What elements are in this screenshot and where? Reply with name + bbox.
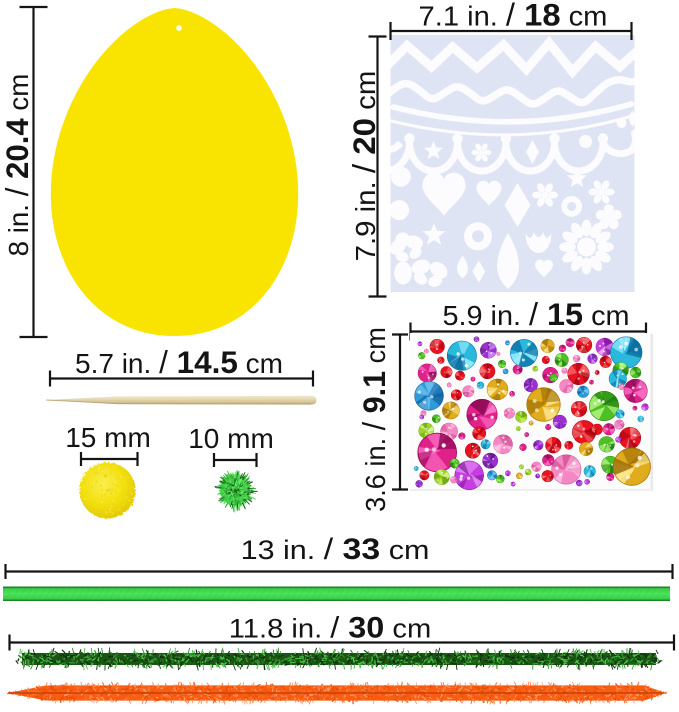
svg-text:7.1 in. / 18 cm: 7.1 in. / 18 cm bbox=[419, 0, 608, 32]
svg-text:7.9 in. / 20 cm: 7.9 in. / 20 cm bbox=[347, 71, 382, 262]
svg-text:8 in. / 20.4 cm: 8 in. / 20.4 cm bbox=[0, 74, 35, 257]
svg-text:15 mm: 15 mm bbox=[65, 422, 151, 453]
svg-text:5.9 in. / 15 cm: 5.9 in. / 15 cm bbox=[442, 296, 629, 331]
svg-text:10 mm: 10 mm bbox=[188, 423, 274, 454]
svg-text:11.8 in. / 30 cm: 11.8 in. / 30 cm bbox=[229, 611, 432, 645]
svg-text:13 in. / 33 cm: 13 in. / 33 cm bbox=[241, 532, 430, 566]
svg-text:3.6 in. / 9.1 cm: 3.6 in. / 9.1 cm bbox=[357, 327, 393, 512]
svg-text:5.7 in. / 14.5 cm: 5.7 in. / 14.5 cm bbox=[75, 344, 283, 380]
